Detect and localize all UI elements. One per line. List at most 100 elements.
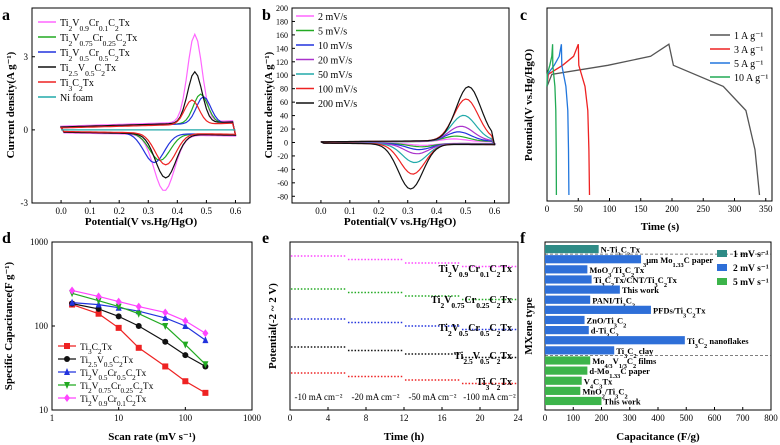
panel-b-xtick-label: 0.0 bbox=[315, 206, 327, 216]
panel-a-cv-curve bbox=[60, 32, 237, 191]
panel-f-bar bbox=[545, 295, 591, 304]
panel-c-legend-label: 1 A g⁻¹ bbox=[734, 31, 763, 42]
panel-b-legend-label: 5 mV/s bbox=[318, 27, 347, 38]
panel-e-series-label: Ti2V0.75Cr0.25C2Tx bbox=[431, 295, 512, 310]
panel-c-ylabel: Potential(V vs.Hg/HgO) bbox=[523, 49, 535, 162]
panel-f-bar-label: Ti3C2 clay bbox=[616, 346, 654, 360]
panel-f-bar-label: MnO2/Ti3C2 bbox=[582, 386, 627, 400]
panel-f-bar bbox=[545, 376, 582, 385]
panel-b-ytick-label: -80 bbox=[277, 192, 288, 201]
panel-e-segment-label: -20 mA cm⁻² bbox=[352, 392, 400, 402]
panel-b-cv-curve bbox=[320, 85, 496, 190]
panel-d-legend-label: Ti2V0.75Cr0.25C2Tx bbox=[80, 382, 154, 395]
panel-f-xtick-label: 200 bbox=[595, 413, 609, 423]
panel-d-point bbox=[115, 324, 122, 331]
panel-c-xtick-label: 50 bbox=[574, 204, 584, 214]
panel-letter-a: a bbox=[2, 7, 10, 24]
panel-c-xtick-label: 100 bbox=[603, 204, 617, 214]
panel-b-legend-label: 200 mV/s bbox=[318, 99, 357, 110]
panel-b-ytick-label: 200 bbox=[276, 4, 288, 13]
panel-b-ytick-label: 60 bbox=[280, 98, 288, 107]
panel-b-xtick-label: 0.5 bbox=[460, 206, 472, 216]
panel-b-y-ticks: -80 -60 -40 -20 0 20 40 60 80 100 120 140 160 180 200 bbox=[276, 4, 295, 201]
panel-b-ytick-label: -40 bbox=[277, 165, 288, 174]
panel-a-xtick-label: 0.3 bbox=[143, 206, 155, 216]
panel-d-y-ticks: 10 100 1000 bbox=[30, 237, 55, 415]
panel-e-segment-label: -100 mA cm⁻² bbox=[463, 392, 516, 402]
panel-b-xtick-label: 0.4 bbox=[431, 206, 443, 216]
panel-b: Potential(V vs.Hg/HgO) Current density(A… bbox=[263, 4, 510, 228]
panel-b-xtick-label: 0.1 bbox=[344, 206, 355, 216]
panel-b-ytick-label: 40 bbox=[280, 112, 288, 121]
panel-e-segment-labels: -10 mA cm⁻² -20 mA cm⁻² -50 mA cm⁻² -100 mA… bbox=[295, 392, 516, 402]
panel-c-xtick-label: 350 bbox=[759, 204, 773, 214]
panel-f-bar-label: d-Ti3C2 bbox=[591, 326, 619, 340]
panel-d-point bbox=[182, 341, 189, 349]
panel-b-frame bbox=[291, 7, 510, 204]
panel-d-point bbox=[135, 323, 142, 329]
panel-c-xlabel: Time (s) bbox=[641, 221, 680, 233]
panel-e-xtick-label: 4 bbox=[326, 413, 331, 423]
panel-d-legend-label: Ti3C2Tx bbox=[80, 343, 112, 356]
panel-b-legend-label: 50 mV/s bbox=[318, 70, 352, 81]
panel-e-xtick-label: 0 bbox=[288, 413, 293, 423]
panel-d-point bbox=[202, 389, 209, 396]
panel-f-bar-label: V4C3Tx bbox=[584, 376, 613, 390]
panel-d-point bbox=[162, 363, 169, 370]
panel-a-xtick-label: 0.6 bbox=[230, 206, 242, 216]
panel-e: Time (h) Potential(-2 ~ 2 V) 0 4 8 12 16 20 24… bbox=[267, 241, 523, 443]
panel-e-segment-label: -10 mA cm⁻² bbox=[295, 392, 343, 402]
panel-a-xtick-label: 0.0 bbox=[55, 206, 67, 216]
panel-d-point bbox=[64, 382, 70, 389]
panel-b-ytick-label: 0 bbox=[284, 138, 288, 147]
panel-f-bar-label: N-Ti3C2Tx bbox=[601, 245, 641, 259]
panel-c-xtick-label: 0 bbox=[545, 204, 550, 214]
panel-f-bar bbox=[545, 396, 602, 406]
panel-d-ytick-label: 100 bbox=[35, 321, 49, 331]
panel-c-legend-label: 5 A g⁻¹ bbox=[734, 59, 763, 70]
panel-e-xtick-label: 16 bbox=[438, 413, 448, 423]
panel-d-point bbox=[69, 286, 76, 295]
panel-c-gcd-curve bbox=[546, 44, 570, 196]
panel-d-point bbox=[182, 322, 189, 329]
panel-f-xtick-label: 500 bbox=[680, 413, 694, 423]
panel-e-xtick-label: 12 bbox=[400, 413, 409, 423]
panel-d-point bbox=[162, 313, 169, 321]
panel-f-bar-label: This work bbox=[622, 285, 659, 295]
panel-d-legend: Ti3C2TxTi2.5V0.5C2TxTi2V0.5Cr0.5C2TxTi2V… bbox=[58, 343, 154, 408]
panel-f-xtick-label: 300 bbox=[623, 413, 637, 423]
panel-a-xtick-label: 0.5 bbox=[201, 206, 213, 216]
panel-a-legend: Ti2V0.9Cr0.1C2TxTi2V0.75Cr0.25C2TxTi2V0.… bbox=[38, 18, 137, 104]
panel-d-point bbox=[115, 303, 122, 311]
panel-e-xtick-label: 8 bbox=[364, 413, 369, 423]
panel-c-legend: 1 A g⁻¹ 3 A g⁻¹ 5 A g⁻¹ 10 A g⁻¹ bbox=[710, 31, 768, 84]
panel-e-ylabel: Potential(-2 ~ 2 V) bbox=[267, 283, 279, 369]
panel-f-legend-swatch bbox=[717, 264, 727, 271]
panel-a-ytick-label: 0 bbox=[24, 125, 29, 135]
panel-c-frame bbox=[546, 7, 773, 202]
panel-d-ytick-label: 1000 bbox=[30, 237, 49, 247]
panel-f-xtick-label: 600 bbox=[708, 413, 722, 423]
panel-f-bar bbox=[545, 275, 592, 284]
panel-letter-b: b bbox=[262, 7, 271, 24]
panel-c-x-ticks: 0 50 100 150 200 250 300 350 bbox=[545, 198, 773, 214]
panel-d-xtick-label: 1 bbox=[50, 413, 55, 423]
panel-e-series-label: Ti3C2Tx bbox=[476, 377, 512, 392]
panel-d-legend-label: Ti2.5V0.5C2Tx bbox=[80, 356, 133, 369]
panel-c-gcd-curve bbox=[546, 43, 591, 196]
panel-c-xtick-label: 200 bbox=[665, 204, 679, 214]
panel-f-xtick-label: 700 bbox=[736, 413, 750, 423]
panel-a-xlabel: Potential(V vs.Hg/HgO) bbox=[85, 216, 198, 228]
panel-e-xlabel: Time (h) bbox=[384, 431, 425, 443]
panel-d-point bbox=[115, 297, 122, 306]
panel-d-point bbox=[135, 310, 142, 318]
panel-f-bar-label: This work bbox=[604, 397, 641, 407]
panel-a-legend-label: Ti3C2Tx bbox=[60, 78, 94, 93]
panel-e-series-label: Ti2.5V0.5C2Tx bbox=[454, 351, 512, 366]
panel-a-curves bbox=[59, 32, 237, 191]
panel-b-legend-label: 100 mV/s bbox=[318, 85, 357, 96]
panel-d-point bbox=[95, 310, 102, 317]
panel-b-xtick-label: 0.3 bbox=[402, 206, 414, 216]
